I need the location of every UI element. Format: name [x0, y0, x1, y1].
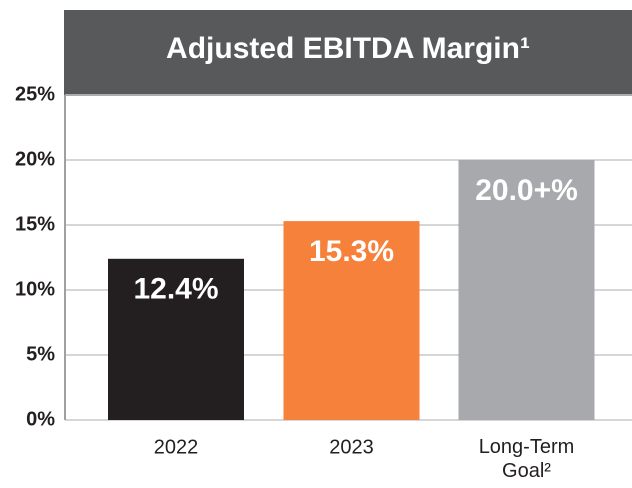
value-label: 12.4%	[133, 273, 218, 306]
y-tick-label: 10%	[15, 278, 55, 300]
bar	[283, 221, 420, 420]
value-label: 15.3%	[309, 235, 394, 268]
title-banner	[64, 10, 632, 96]
y-tick-label: 0%	[26, 408, 55, 430]
y-tick-label: 5%	[26, 343, 55, 365]
x-tick-label: 2023	[329, 436, 374, 458]
x-tick-label: 2022	[154, 436, 199, 458]
y-tick-label: 20%	[15, 148, 55, 170]
x-tick-label: Long-Term Goal²	[479, 436, 575, 482]
value-label: 20.0+%	[475, 174, 578, 207]
x-tick-label-line: Goal²	[502, 460, 551, 482]
bar	[458, 160, 595, 420]
chart-title: Adjusted EBITDA Margin¹	[166, 32, 530, 65]
y-tick-label: 25%	[15, 83, 55, 105]
x-tick-label-line: Long-Term	[479, 436, 575, 458]
bar	[108, 258, 244, 420]
y-tick-label: 15%	[15, 213, 55, 235]
